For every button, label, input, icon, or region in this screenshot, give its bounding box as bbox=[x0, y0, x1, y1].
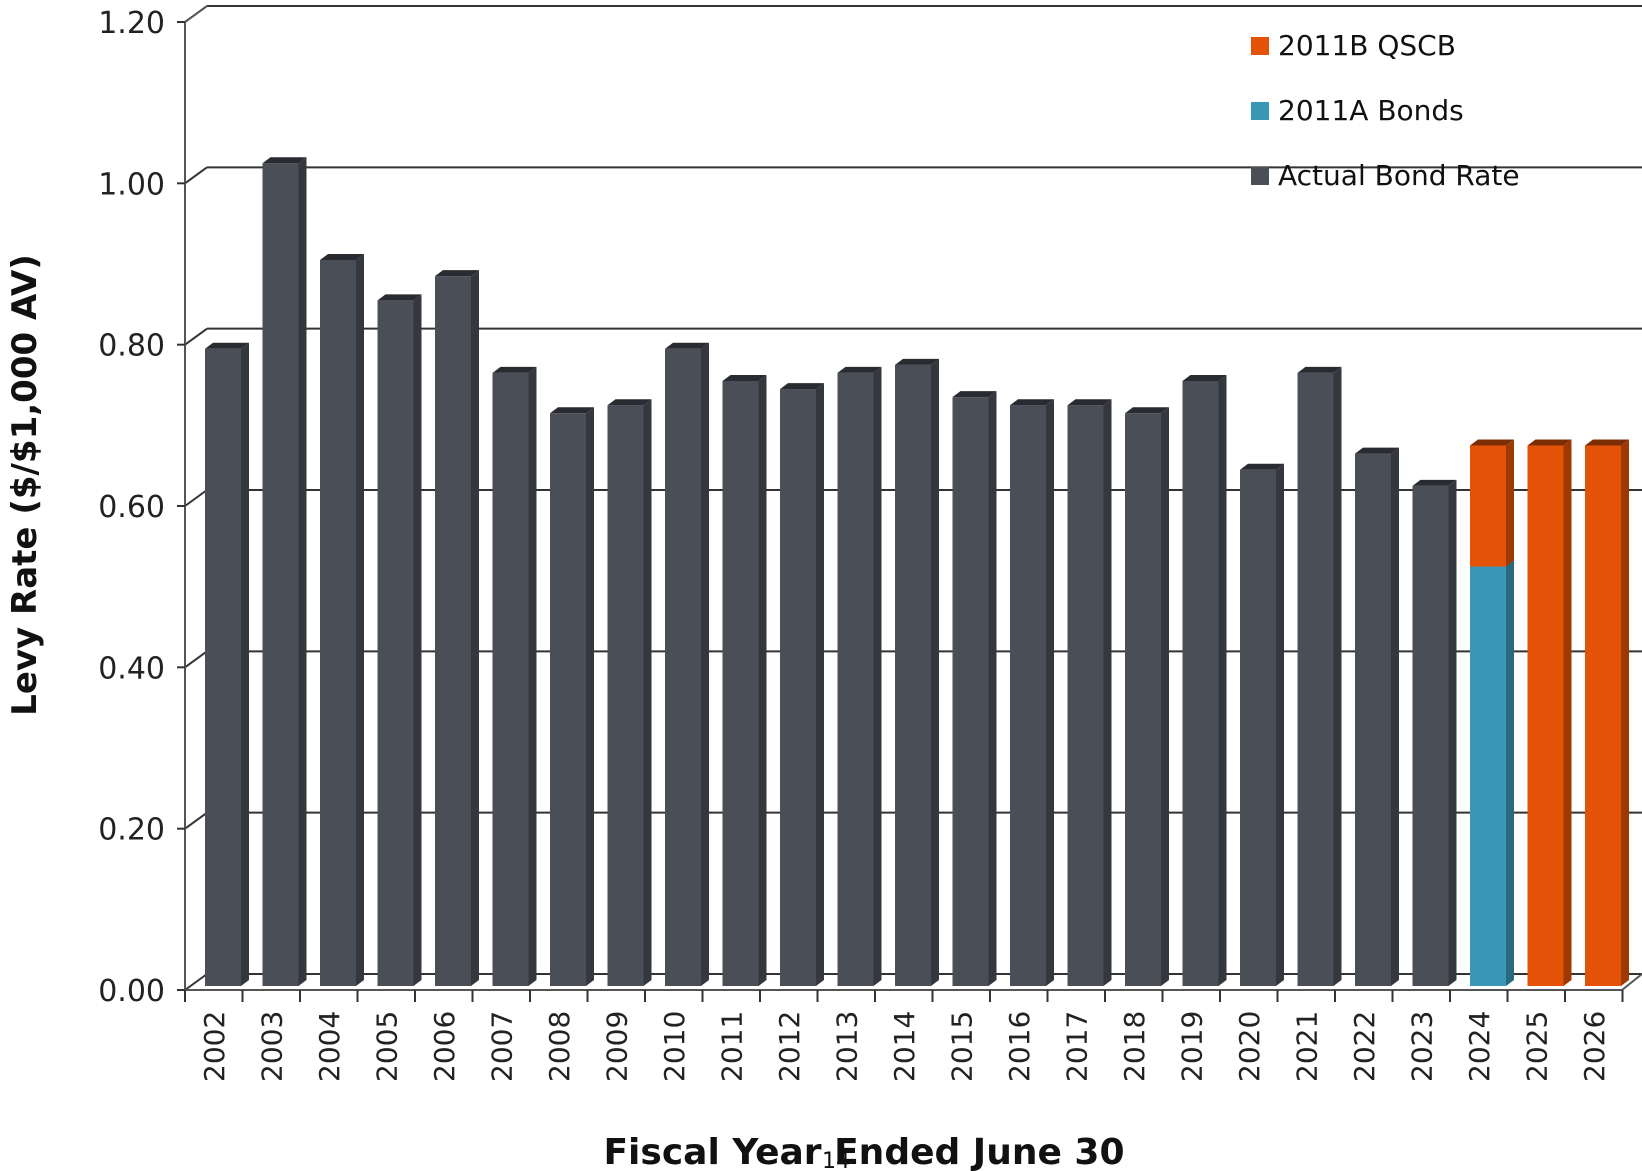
x-tick-label: 2002 bbox=[198, 1011, 231, 1082]
bar-2005-actual-bond-rate bbox=[377, 294, 422, 986]
bar-2009-actual-bond-rate bbox=[607, 399, 652, 986]
bar-2024-2011a-bonds bbox=[1470, 560, 1514, 986]
x-tick-label: 2026 bbox=[1578, 1011, 1611, 1082]
x-tick-label: 2009 bbox=[600, 1011, 633, 1082]
y-tick-label: 0.40 bbox=[98, 651, 165, 686]
bar-2010-actual-bond-rate bbox=[665, 342, 709, 986]
x-tick-label: 2019 bbox=[1175, 1011, 1208, 1082]
bar-2014-actual-bond-rate bbox=[895, 358, 939, 986]
gridline-0.40 bbox=[184, 650, 208, 669]
y-axis-label: Levy Rate ($/$1,000 AV) bbox=[5, 254, 45, 716]
y-tick-label: 1.00 bbox=[98, 167, 165, 202]
legend-label: 2011B QSCB bbox=[1278, 29, 1456, 62]
bar-2026-2011b-qscb bbox=[1585, 439, 1629, 986]
bar-2002-actual-bond-rate bbox=[205, 342, 249, 986]
x-tick-label: 2007 bbox=[485, 1011, 518, 1082]
bar-2020-actual-bond-rate bbox=[1240, 463, 1284, 986]
bar-2023-actual-bond-rate bbox=[1412, 479, 1457, 986]
bar-2019-actual-bond-rate bbox=[1182, 375, 1227, 986]
legend-item-actual-bond-rate: Actual Bond Rate bbox=[1251, 159, 1520, 192]
x-axis: 2002 2003 2004 2005 2006 2007 2008 2009 2010 2011… bbox=[184, 990, 1624, 1082]
y-tick-label: 0.00 bbox=[98, 974, 165, 1009]
x-tick-label: 2017 bbox=[1060, 1011, 1093, 1082]
bar-2016-actual-bond-rate bbox=[1010, 399, 1054, 986]
x-tick-label: 2013 bbox=[830, 1011, 863, 1082]
legend-label: Actual Bond Rate bbox=[1278, 159, 1520, 192]
bar-2017-actual-bond-rate bbox=[1067, 399, 1112, 986]
gridline-0.20 bbox=[184, 811, 208, 830]
bar-2025-2011b-qscb bbox=[1527, 439, 1572, 986]
gridline-0.60 bbox=[184, 489, 208, 507]
bar-2024-2011b-qscb bbox=[1470, 439, 1514, 567]
x-tick-label: 2015 bbox=[945, 1011, 978, 1082]
bar-2004-actual-bond-rate bbox=[320, 254, 364, 986]
axis-wall-edge bbox=[184, 5, 208, 23]
x-tick-label: 2005 bbox=[370, 1011, 403, 1082]
x-tick-label: 2021 bbox=[1290, 1011, 1323, 1082]
legend-item-2011b-qscb: 2011B QSCB bbox=[1251, 29, 1456, 62]
legend: 2011B QSCB 2011A Bonds Actual Bond Rate bbox=[1251, 29, 1520, 192]
bar-2007-actual-bond-rate bbox=[492, 366, 537, 986]
x-tick-label: 2008 bbox=[543, 1011, 576, 1082]
bar-2021-actual-bond-rate bbox=[1297, 366, 1342, 986]
legend-swatch bbox=[1251, 167, 1269, 185]
y-tick-label: 0.80 bbox=[98, 329, 165, 364]
x-tick-label: 2024 bbox=[1463, 1011, 1496, 1082]
x-tick-label: 2012 bbox=[773, 1011, 806, 1082]
x-tick-label: 2014 bbox=[888, 1011, 921, 1082]
x-tick-label: 2023 bbox=[1405, 1011, 1438, 1082]
bar-2015-actual-bond-rate bbox=[952, 391, 997, 987]
gridline-0.80 bbox=[184, 327, 208, 346]
y-tick-label: 1.20 bbox=[98, 6, 165, 41]
y-axis: 0.00 0.20 0.40 0.60 0.80 1.00 1.20 bbox=[98, 5, 208, 1009]
bar-2003-actual-bond-rate bbox=[262, 157, 307, 986]
gridline-1.00 bbox=[184, 166, 208, 185]
x-tick-label: 2003 bbox=[255, 1011, 288, 1082]
x-tick-label: 2020 bbox=[1233, 1011, 1266, 1082]
bar-2008-actual-bond-rate bbox=[550, 407, 594, 986]
bar-2018-actual-bond-rate bbox=[1125, 407, 1169, 986]
x-tick-label: 2004 bbox=[313, 1011, 346, 1082]
bar-2006-actual-bond-rate bbox=[435, 270, 479, 987]
legend-label: 2011A Bonds bbox=[1278, 94, 1464, 127]
x-tick-label: 2006 bbox=[428, 1011, 461, 1082]
legend-item-2011a-bonds: 2011A Bonds bbox=[1251, 94, 1464, 127]
bar-2011-actual-bond-rate bbox=[722, 375, 767, 986]
bar-2013-actual-bond-rate bbox=[837, 366, 882, 986]
x-tick-label: 2022 bbox=[1348, 1011, 1381, 1082]
legend-swatch bbox=[1251, 102, 1269, 120]
bar-2012-actual-bond-rate bbox=[780, 383, 824, 987]
x-axis-label: Fiscal Year Ended June 30 bbox=[603, 1132, 1124, 1171]
x-tick-label: 2011 bbox=[715, 1011, 748, 1082]
bars bbox=[205, 157, 1629, 987]
x-tick-label: 2010 bbox=[658, 1011, 691, 1082]
x-tick-label: 2018 bbox=[1118, 1011, 1151, 1082]
legend-swatch bbox=[1251, 37, 1269, 55]
bar-2022-actual-bond-rate bbox=[1355, 447, 1399, 987]
gridline-0.00 bbox=[184, 973, 208, 991]
x-tick-label: 2016 bbox=[1003, 1011, 1036, 1082]
page-number: 14 bbox=[822, 1149, 850, 1171]
floor-edge bbox=[1621, 973, 1642, 991]
y-tick-label: 0.60 bbox=[98, 490, 165, 525]
y-tick-label: 0.20 bbox=[98, 813, 165, 848]
x-tick-label: 2025 bbox=[1520, 1011, 1553, 1082]
